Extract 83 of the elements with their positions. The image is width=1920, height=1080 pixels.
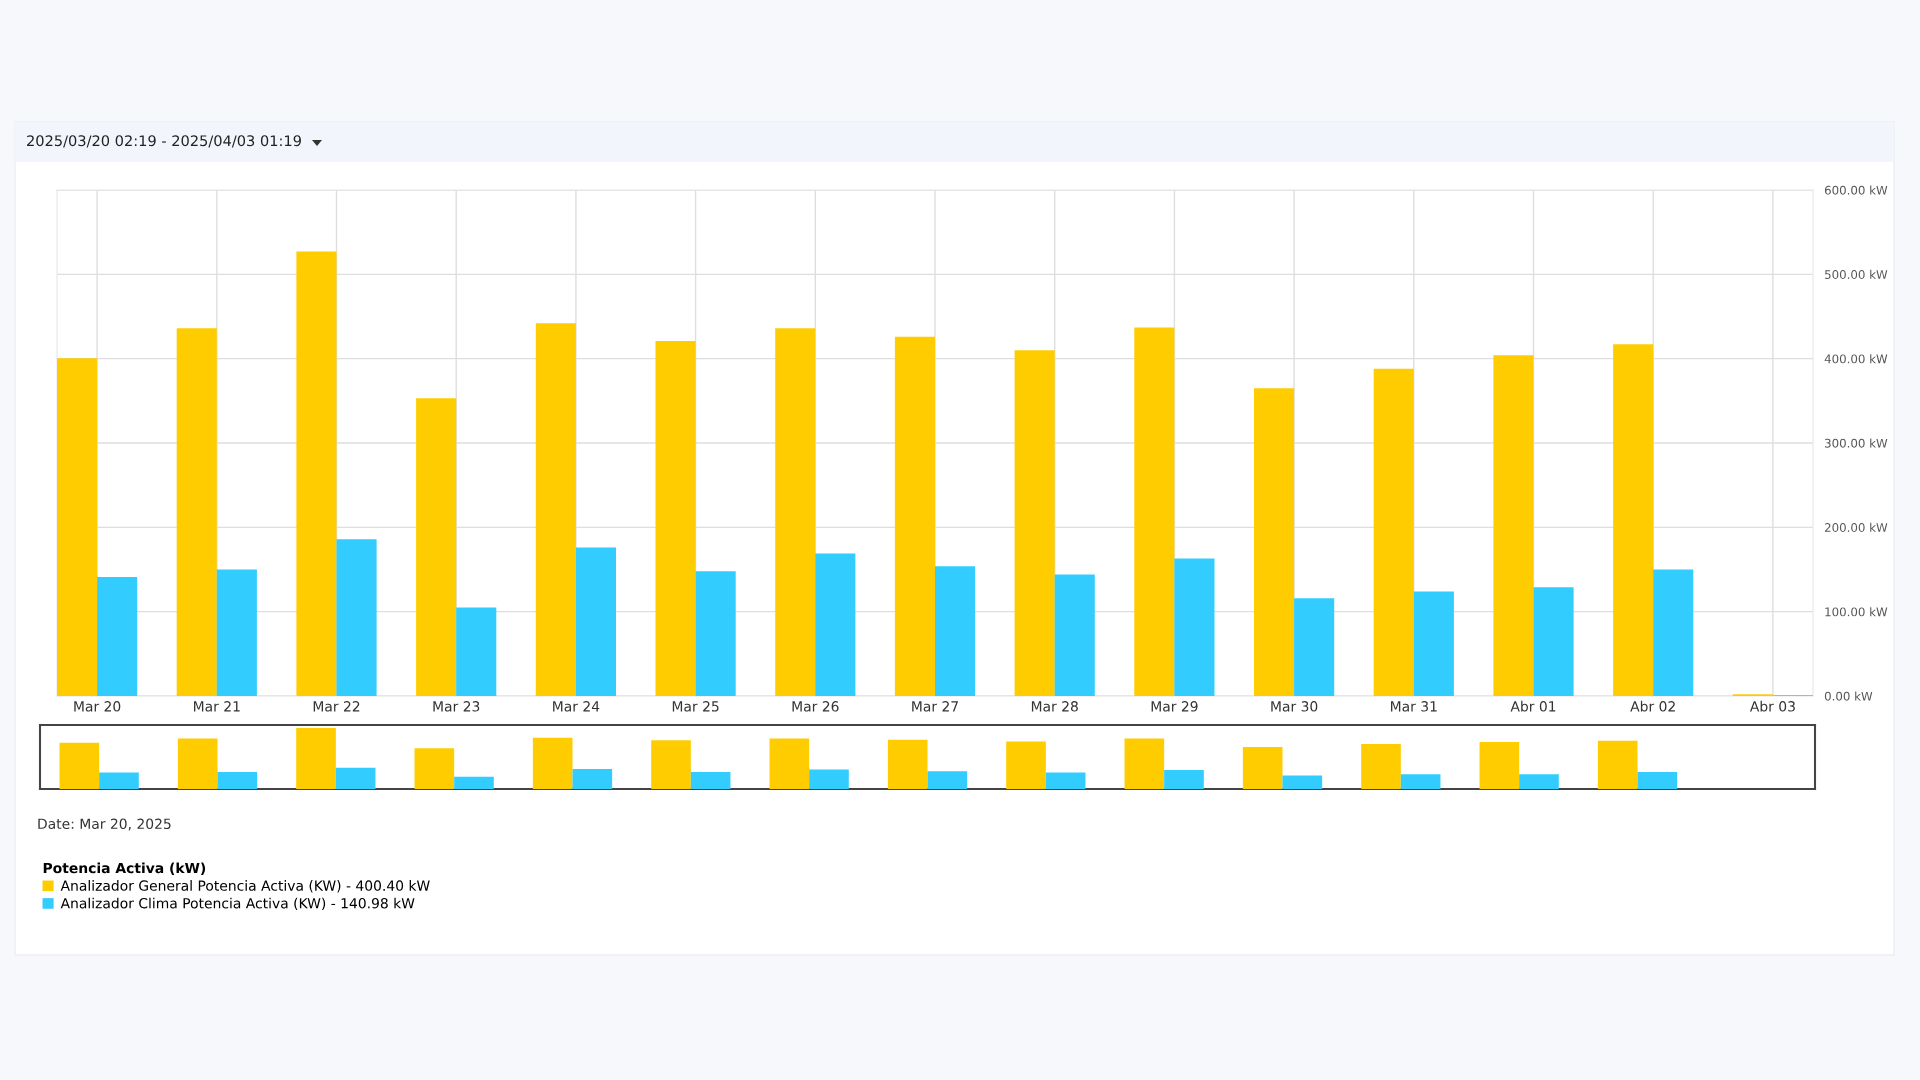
bar [1164,770,1204,789]
x-tick-label: Mar 21 [194,701,240,712]
bar [1373,368,1414,696]
legend-label: Analizador General Potencia Activa (KW) - 400.40 kW [60,880,430,893]
bar [1006,741,1046,789]
bar [176,328,217,696]
bar [1014,350,1055,696]
bar [1653,569,1694,696]
x-tick-label: Mar 31 [1391,701,1437,712]
y-tick-label: 300.00 kW [1825,438,1888,448]
x-tick-label: Abr 02 [1630,700,1675,712]
bar [887,739,928,789]
bar [1294,598,1335,696]
x-tick-label: Mar 29 [1151,701,1198,712]
bar [809,769,849,789]
x-tick-label: Mar 22 [313,701,360,712]
bar [575,547,616,696]
bar [296,728,336,789]
y-tick-label: 200.00 kW [1824,522,1888,532]
bar [57,358,98,696]
bar [336,539,377,696]
x-tick-label: Mar 24 [553,701,600,712]
bar [1054,574,1095,696]
legend-title: Potencia Activa (kW) [43,862,206,875]
x-tick-label: Mar 28 [1031,701,1078,712]
bar [416,398,457,696]
chart-title: 2025/03/20 02:19 - 2025/04/03 01:19 [27,135,301,148]
bar [651,740,691,789]
bar [532,737,573,789]
y-tick-label: 0.00 kW [1824,691,1873,701]
x-tick-label: Mar 30 [1271,701,1318,712]
bar [1361,743,1401,789]
bar [535,323,576,696]
bar [216,569,257,696]
bar [775,328,816,696]
y-tick-label: 400.00 kW [1824,354,1888,364]
bar [97,577,138,696]
x-tick-label: Mar 23 [433,701,480,712]
bar [1124,738,1165,789]
bar [927,771,968,789]
legend-label: Analizador Clima Potencia Activa (KW) - 140.98 kW [60,897,415,911]
x-tick-label: Mar 20 [74,701,121,712]
bar [1174,558,1215,696]
bar [1413,591,1454,696]
bar [769,738,810,789]
bar [655,340,696,696]
bar [414,748,455,789]
bar [217,771,258,789]
bar [1254,388,1295,696]
y-tick-label: 500.00 kW [1825,269,1888,279]
x-tick-label: Abr 03 [1749,700,1795,712]
bar [572,768,613,789]
x-tick-label: Mar 25 [672,701,719,712]
bar [1519,774,1559,789]
bar [1242,746,1283,789]
bar [1479,742,1520,789]
y-tick-label: 600.00 kW [1824,185,1888,195]
bar [1637,771,1678,789]
bar [1282,775,1323,789]
bar [815,553,856,696]
bar [1493,355,1534,696]
bar [59,742,100,789]
bar [177,738,218,789]
bar [894,336,935,696]
bar [456,607,497,696]
x-tick-label: Mar 26 [792,701,839,712]
bar [1045,772,1086,789]
bar [335,767,376,789]
bar [1400,774,1441,789]
text: Date: Mar 20, 2025 [38,818,171,831]
bar [1134,327,1175,696]
bar [935,566,976,696]
bar [296,251,337,696]
x-tick-label: Abr 01 [1510,700,1556,712]
bar [1533,587,1574,696]
y-tick-label: 100.00 kW [1825,607,1888,617]
bar [454,776,494,789]
bar [690,771,731,789]
x-tick-label: Mar 27 [912,701,958,712]
bar [1613,344,1654,696]
bar [99,772,139,789]
bar [1597,740,1638,789]
bar [695,571,736,696]
